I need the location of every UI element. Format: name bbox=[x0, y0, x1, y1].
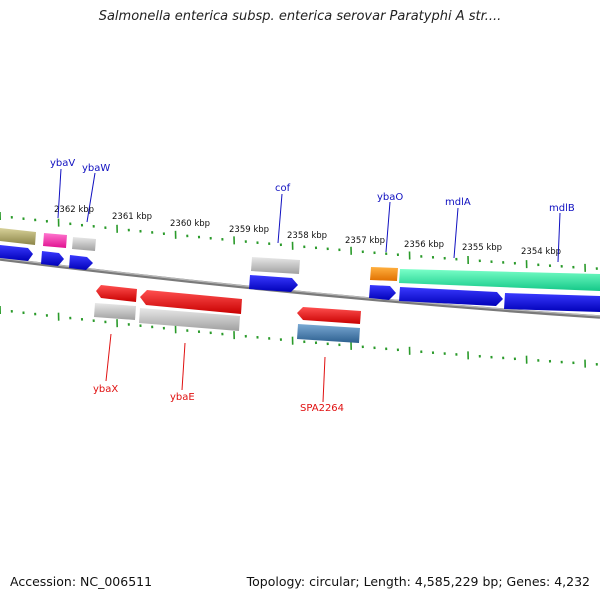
forward-gene-arrow[interactable] bbox=[369, 285, 396, 300]
gene-feature[interactable] bbox=[72, 237, 96, 251]
gene-label-SPA2264[interactable]: SPA2264 bbox=[300, 403, 344, 414]
outer-scale-ticks bbox=[0, 211, 598, 272]
gene-feature[interactable] bbox=[139, 308, 240, 331]
forward-gene-arrow[interactable] bbox=[41, 251, 64, 266]
scale-label: 2360 kbp bbox=[170, 219, 210, 229]
gene-feature[interactable] bbox=[399, 269, 600, 291]
gene-feature[interactable] bbox=[0, 228, 36, 245]
reverse-gene-arrow[interactable] bbox=[297, 307, 361, 324]
scale-label: 2356 kbp bbox=[404, 240, 444, 250]
forward-strand-track bbox=[0, 245, 600, 312]
reverse-gene-arrow[interactable] bbox=[140, 290, 242, 314]
gene-feature[interactable] bbox=[297, 324, 360, 343]
forward-gene-arrow[interactable] bbox=[399, 287, 503, 306]
gene-label-mdlA[interactable]: mdlA bbox=[445, 197, 471, 208]
gene-label-ybaV[interactable]: ybaV bbox=[50, 158, 75, 169]
forward-gene-arrow[interactable] bbox=[249, 275, 298, 292]
gene-feature[interactable] bbox=[251, 257, 300, 274]
genome-title: Salmonella enterica subsp. enterica sero… bbox=[98, 9, 502, 24]
gene-label-ybaW[interactable]: ybaW bbox=[82, 163, 110, 174]
inner-scale-ticks bbox=[0, 305, 598, 368]
feature-track-top bbox=[0, 228, 600, 291]
reverse-gene-arrow[interactable] bbox=[96, 285, 137, 302]
gene-label-cof[interactable]: cof bbox=[275, 183, 291, 194]
genome-summary-text: Topology: circular; Length: 4,585,229 bp… bbox=[246, 574, 590, 589]
reverse-strand-track bbox=[96, 285, 361, 324]
feature-track-bottom bbox=[94, 303, 360, 343]
forward-gene-labels: ybaV ybaW cof ybaO mdlA mdlB bbox=[50, 158, 575, 263]
forward-gene-arrow[interactable] bbox=[504, 293, 600, 312]
scale-label: 2362 kbp bbox=[54, 205, 94, 215]
gene-label-ybaO[interactable]: ybaO bbox=[377, 192, 403, 203]
gene-label-ybaX[interactable]: ybaX bbox=[93, 384, 118, 395]
accession-text: Accession: NC_006511 bbox=[10, 574, 153, 589]
scale-label: 2359 kbp bbox=[229, 225, 269, 235]
scale-label: 2358 kbp bbox=[287, 231, 327, 241]
gene-label-mdlB[interactable]: mdlB bbox=[549, 203, 575, 214]
gene-feature[interactable] bbox=[370, 267, 398, 281]
reverse-gene-labels: ybaX ybaE SPA2264 bbox=[93, 333, 344, 414]
forward-gene-arrow[interactable] bbox=[69, 255, 93, 270]
scale-labels: 2362 kbp 2361 kbp 2360 kbp 2359 kbp 2358… bbox=[54, 205, 561, 257]
scale-label: 2354 kbp bbox=[521, 247, 561, 257]
scale-label: 2361 kbp bbox=[112, 212, 152, 222]
gene-feature[interactable] bbox=[94, 303, 136, 320]
scale-label: 2355 kbp bbox=[462, 243, 502, 253]
gene-feature[interactable] bbox=[43, 233, 67, 248]
forward-gene-arrow[interactable] bbox=[0, 245, 33, 261]
scale-label: 2357 kbp bbox=[345, 236, 385, 246]
gene-label-ybaE[interactable]: ybaE bbox=[170, 392, 195, 403]
